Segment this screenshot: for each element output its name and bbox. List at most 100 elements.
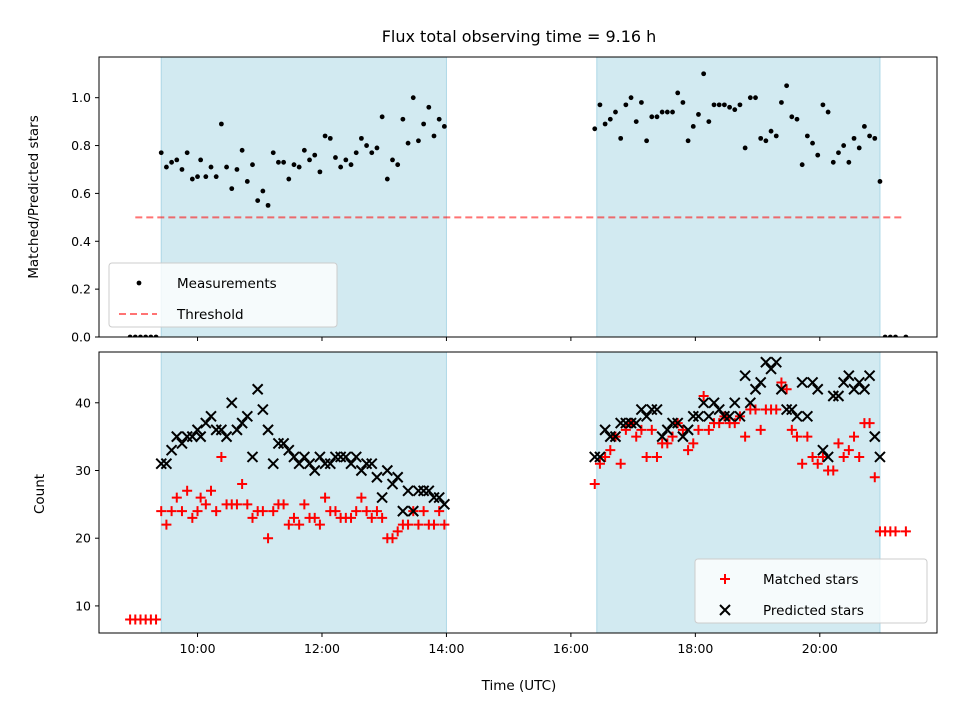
- measurement-point: [333, 155, 338, 160]
- data-marks: [125, 356, 911, 625]
- measurement-point: [903, 334, 909, 337]
- predicted-star-point: [262, 424, 274, 436]
- matched-star-point: [242, 499, 253, 510]
- matched-star-point: [187, 512, 198, 523]
- measurement-point: [716, 102, 722, 108]
- predicted-star-point: [303, 458, 316, 470]
- predicted-star-point: [298, 451, 311, 463]
- measurement-point: [395, 162, 401, 168]
- predicted-star-point: [874, 451, 886, 463]
- predicted-star-point: [194, 430, 207, 443]
- legend: Matched stars Predicted stars: [694, 558, 928, 624]
- measurement-point: [281, 159, 287, 165]
- measurement-point: [893, 334, 898, 337]
- y-tick-label: 10: [75, 598, 91, 613]
- measurement-point: [322, 133, 328, 139]
- matched-star-point: [807, 451, 818, 462]
- measurement-point: [184, 150, 190, 156]
- measurement-point: [208, 164, 214, 170]
- legend-label: Predicted stars: [763, 603, 864, 619]
- measurement-point: [301, 147, 307, 153]
- measurement-point: [675, 90, 681, 96]
- predicted-star-point: [186, 430, 199, 443]
- measurement-point: [887, 334, 893, 337]
- matched-star-point: [216, 451, 227, 462]
- predicted-star-point: [241, 410, 254, 423]
- predicted-star-point: [176, 437, 188, 450]
- measurement-point: [820, 102, 826, 108]
- observing-window: [160, 351, 447, 634]
- predicted-star-point: [314, 451, 326, 463]
- predicted-star-point: [786, 403, 798, 416]
- matched-star-point: [594, 458, 605, 469]
- predicted-star-point: [620, 417, 632, 429]
- predicted-star-point: [713, 403, 725, 416]
- measurement-point: [291, 162, 297, 168]
- predicted-star-point: [191, 424, 204, 436]
- matched-star-point: [781, 384, 792, 395]
- measurement-point: [255, 198, 261, 203]
- x-tick-label: 18:00: [677, 641, 713, 656]
- measurement-point: [348, 162, 354, 168]
- predicted-star-point: [848, 383, 860, 395]
- measurement-point: [270, 150, 276, 156]
- y-tick-label: 0.0: [71, 330, 91, 345]
- measurement-point: [618, 135, 624, 141]
- predicted-star-point: [837, 376, 850, 389]
- measurement-point: [768, 128, 774, 134]
- matched-star-point: [156, 506, 167, 517]
- predicted-star-point: [423, 485, 435, 497]
- predicted-star-point: [858, 383, 871, 395]
- measurement-point: [799, 162, 805, 168]
- predicted-star-point: [640, 410, 653, 423]
- predicted-star-point: [345, 458, 357, 470]
- matched-star-point: [771, 404, 782, 415]
- measurement-point: [659, 109, 665, 115]
- predicted-star-point: [438, 498, 451, 511]
- predicted-star-point: [853, 376, 865, 389]
- measurement-point: [296, 164, 302, 170]
- matched-star-point: [161, 519, 172, 530]
- measurement-point: [276, 159, 281, 165]
- matched-star-point: [677, 424, 688, 435]
- matched-star-point: [750, 404, 761, 415]
- predicted-star-point: [267, 458, 279, 470]
- measurement-point: [701, 71, 707, 77]
- measurement-point: [851, 135, 857, 141]
- measurement-point: [872, 135, 878, 141]
- legend: Measurements Threshold: [108, 262, 338, 328]
- matched-star-point: [428, 519, 439, 530]
- predicted-star-point: [251, 383, 264, 395]
- predicted-star-point: [402, 485, 414, 497]
- matched-star-point: [869, 472, 880, 483]
- predicted-star-point: [236, 417, 248, 429]
- matched-star-point: [346, 512, 357, 523]
- predicted-star-point: [329, 451, 342, 463]
- predicted-star-point: [589, 451, 601, 463]
- predicted-star-point: [832, 390, 845, 402]
- matched-star-point: [171, 492, 182, 503]
- measurement-point: [244, 179, 250, 184]
- measurement-point: [286, 176, 292, 182]
- y-tick-label: 0.2: [71, 282, 91, 297]
- matched-star-point: [377, 512, 388, 523]
- measurement-point: [727, 104, 732, 110]
- matched-star-point: [755, 424, 766, 435]
- measurement-point: [390, 157, 395, 163]
- matched-star-point: [283, 519, 294, 530]
- measurement-point: [364, 143, 369, 148]
- measurement-point: [804, 133, 810, 139]
- measurement-point: [198, 157, 204, 163]
- predicted-star-point: [355, 464, 368, 477]
- predicted-star-point: [672, 417, 684, 429]
- predicted-star-point: [760, 356, 772, 368]
- predicted-star-point: [651, 403, 663, 416]
- predicted-star-point: [817, 444, 829, 456]
- matched-star-point: [247, 512, 258, 523]
- measurement-point: [327, 135, 333, 141]
- matched-star-point: [403, 519, 414, 530]
- predicted-star-point: [806, 376, 819, 389]
- predicted-star-point: [646, 403, 658, 416]
- measurement-point: [410, 95, 416, 101]
- matched-star-point: [320, 492, 331, 503]
